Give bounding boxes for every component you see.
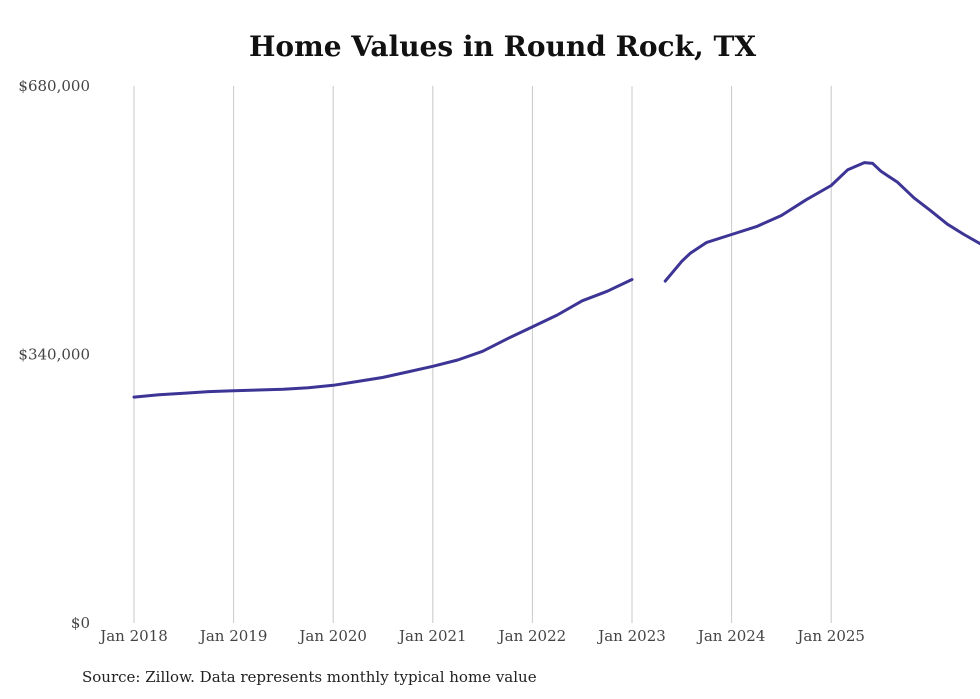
- x-tick-label: Jan 2025: [795, 627, 865, 645]
- x-tick-label: Jan 2023: [596, 627, 666, 645]
- y-tick-label: $340,000: [18, 346, 90, 364]
- x-tick-label: Jan 2021: [397, 627, 467, 645]
- x-axis: Jan 2018 Jan 2019 Jan 2020 Jan 2021 Jan 2022…: [98, 627, 865, 645]
- y-tick-label: $0: [71, 614, 90, 632]
- series-line-segment-1: [132, 278, 634, 399]
- source-note: Source: Zillow. Data represents monthly …: [82, 668, 537, 686]
- x-tick-label: Jan 2020: [297, 627, 367, 645]
- series-line-group: [132, 161, 980, 399]
- gridlines: [133, 86, 832, 623]
- x-tick-label: Jan 2019: [198, 627, 268, 645]
- chart-title: Home Values in Round Rock, TX: [248, 30, 757, 63]
- x-tick-label: Jan 2022: [497, 627, 567, 645]
- x-tick-label: Jan 2024: [696, 627, 766, 645]
- y-tick-label: $680,000: [18, 77, 90, 95]
- y-axis: $0 $340,000 $680,000: [18, 77, 90, 632]
- series-line-segment-2: [663, 161, 980, 283]
- x-tick-label: Jan 2018: [98, 627, 168, 645]
